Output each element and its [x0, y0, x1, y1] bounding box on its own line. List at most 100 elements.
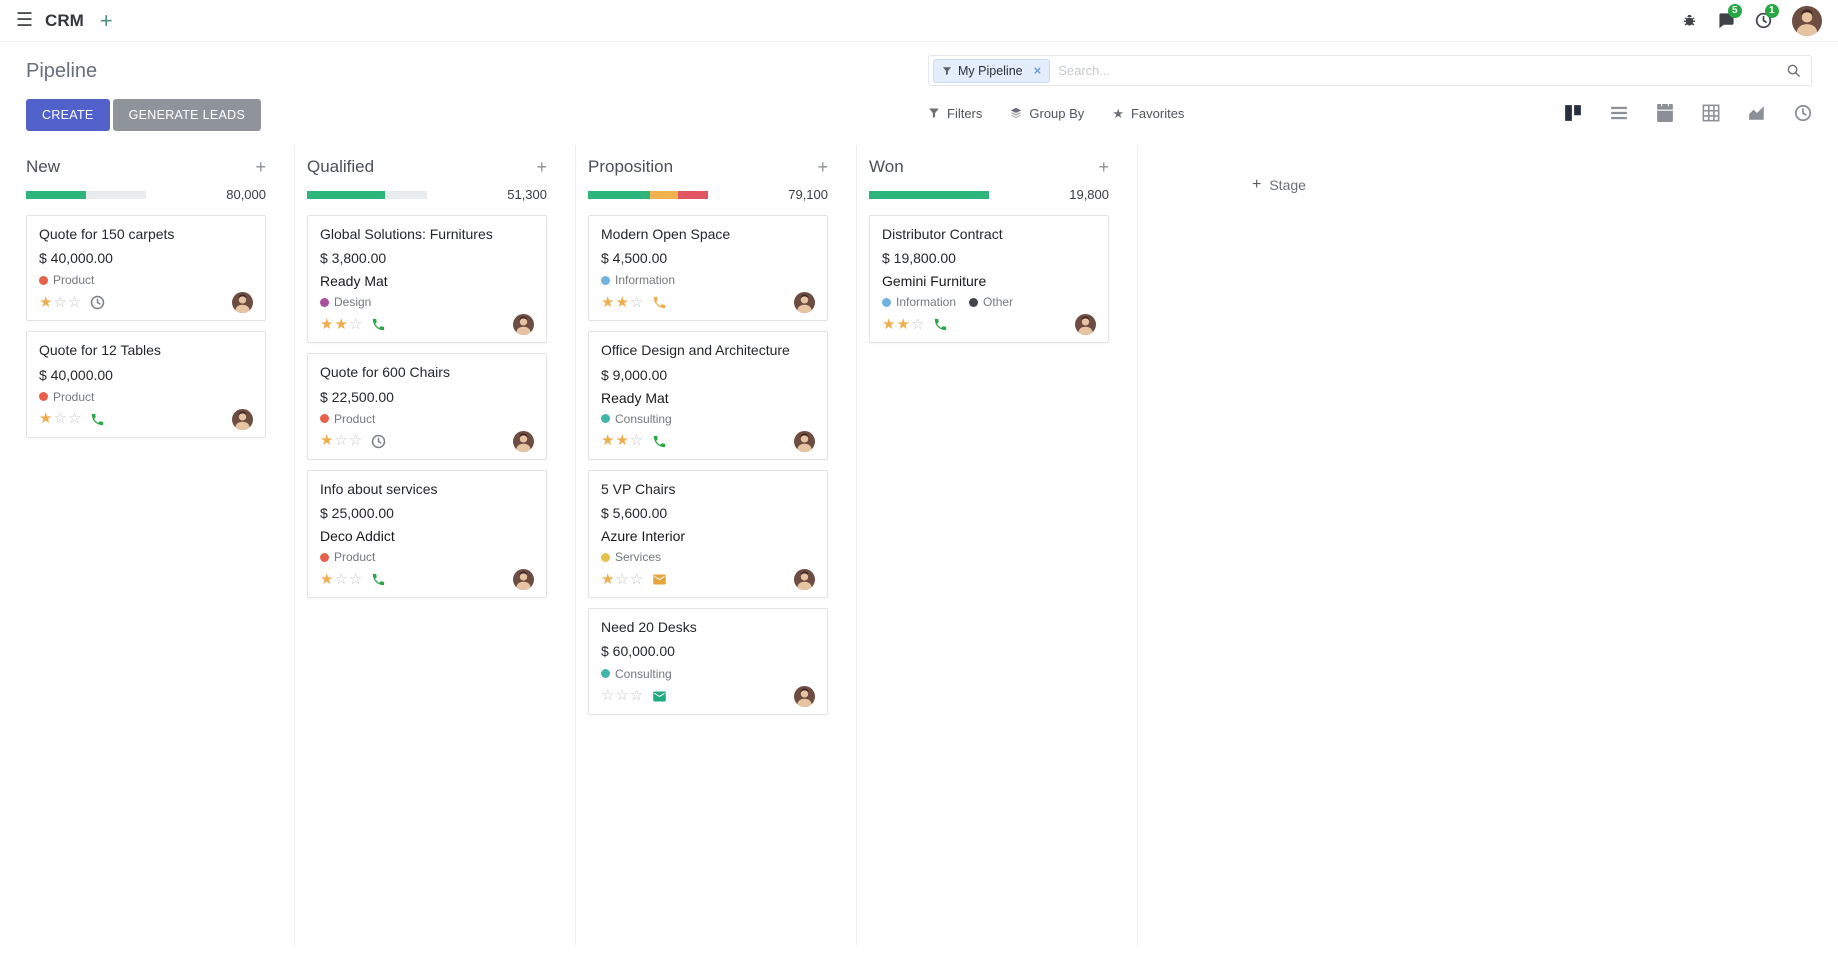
- lead-revenue: $ 22,500.00: [320, 388, 394, 405]
- search-bar[interactable]: My Pipeline ×: [928, 55, 1812, 86]
- graph-view-icon[interactable]: [1748, 104, 1766, 122]
- quick-add-icon[interactable]: +: [817, 157, 828, 177]
- priority-stars[interactable]: ☆☆☆: [601, 687, 645, 704]
- favorites-menu[interactable]: ★ Favorites: [1112, 106, 1184, 121]
- priority-stars[interactable]: ★★☆: [601, 293, 645, 311]
- action-buttons: CREATE GENERATE LEADS: [26, 99, 928, 131]
- salesperson-avatar[interactable]: [794, 569, 815, 590]
- lead-title: Modern Open Space: [601, 226, 731, 242]
- partner-name: Gemini Furniture: [882, 273, 987, 290]
- generate-leads-button[interactable]: GENERATE LEADS: [112, 99, 262, 131]
- filter-icon: [942, 66, 952, 76]
- tag: Product: [320, 412, 375, 426]
- salesperson-avatar[interactable]: [232, 409, 253, 430]
- group-by-menu[interactable]: Group By: [1010, 106, 1084, 121]
- messages-icon[interactable]: 5: [1718, 4, 1742, 29]
- quick-add-icon[interactable]: +: [536, 157, 547, 177]
- kanban-card[interactable]: Modern Open Space $ 4,500.00 Information…: [588, 215, 828, 322]
- calendar-view-icon[interactable]: [1656, 104, 1674, 122]
- quick-add-icon[interactable]: +: [1098, 157, 1109, 177]
- app-name[interactable]: CRM: [45, 10, 84, 30]
- kanban-card[interactable]: Quote for 12 Tables $ 40,000.00 Product …: [26, 331, 266, 438]
- search-icon[interactable]: [1786, 63, 1801, 78]
- phone-icon[interactable]: [652, 434, 667, 449]
- systray: 5 1: [1681, 4, 1822, 36]
- phone-icon[interactable]: [371, 317, 386, 332]
- lead-revenue: $ 3,800.00: [320, 250, 387, 267]
- kanban-card[interactable]: Need 20 Desks $ 60,000.00 Consulting ☆☆☆: [588, 608, 828, 715]
- group-by-label: Group By: [1029, 105, 1085, 121]
- salesperson-avatar[interactable]: [232, 292, 253, 313]
- phone-icon[interactable]: [90, 412, 105, 427]
- tag: Information: [601, 273, 675, 287]
- tag: Consulting: [601, 667, 672, 681]
- column-progressbar[interactable]: [307, 190, 427, 199]
- activities-clock-icon[interactable]: 1: [1755, 4, 1779, 29]
- salesperson-avatar[interactable]: [794, 431, 815, 452]
- facet-remove-icon[interactable]: ×: [1033, 63, 1042, 78]
- lead-title: Quote for 12 Tables: [39, 342, 161, 359]
- tag-label: Consulting: [615, 666, 672, 681]
- column-progressbar[interactable]: [869, 190, 989, 199]
- kanban-card[interactable]: Distributor Contract $ 19,800.00 Gemini …: [869, 215, 1109, 344]
- tag-color-dot: [882, 297, 891, 307]
- tag: Information: [882, 295, 956, 309]
- activity-view-icon[interactable]: [1794, 104, 1812, 122]
- tag-color-dot: [601, 414, 610, 424]
- partner-name: Azure Interior: [601, 528, 686, 545]
- page-title: Pipeline: [26, 60, 98, 82]
- priority-stars[interactable]: ★★☆: [882, 315, 926, 333]
- pivot-view-icon[interactable]: [1702, 104, 1720, 122]
- lead-revenue: $ 4,500.00: [601, 250, 668, 267]
- priority-stars[interactable]: ★★☆: [601, 432, 645, 450]
- clock-icon[interactable]: [371, 434, 386, 449]
- column-total: 19,800: [1069, 187, 1109, 202]
- quick-add-icon[interactable]: +: [255, 157, 266, 177]
- salesperson-avatar[interactable]: [794, 686, 815, 707]
- add-icon[interactable]: +: [99, 7, 113, 33]
- priority-stars[interactable]: ★☆☆: [39, 293, 83, 311]
- priority-stars[interactable]: ★☆☆: [320, 570, 364, 588]
- add-stage-button[interactable]: + Stage: [1252, 175, 1306, 195]
- envelope-icon[interactable]: [652, 689, 667, 704]
- salesperson-avatar[interactable]: [513, 431, 534, 452]
- salesperson-avatar[interactable]: [513, 569, 534, 590]
- kanban-card[interactable]: Office Design and Architecture $ 9,000.0…: [588, 331, 828, 460]
- kanban-view-icon[interactable]: [1564, 104, 1582, 122]
- priority-stars[interactable]: ★☆☆: [601, 570, 645, 588]
- kanban-card[interactable]: 5 VP Chairs $ 5,600.00 Azure Interior Se…: [588, 469, 828, 599]
- kanban-card[interactable]: Quote for 600 Chairs $ 22,500.00 Product…: [307, 353, 547, 460]
- lead-revenue: $ 5,600.00: [601, 504, 668, 521]
- user-avatar[interactable]: [1792, 6, 1822, 36]
- clock-icon[interactable]: [90, 295, 105, 310]
- kanban-card[interactable]: Global Solutions: Furnitures $ 3,800.00 …: [307, 215, 547, 344]
- salesperson-avatar[interactable]: [794, 292, 815, 313]
- column-progressbar[interactable]: [26, 190, 146, 199]
- tag-color-dot: [969, 297, 979, 307]
- phone-icon[interactable]: [933, 317, 948, 332]
- partner-name: Ready Mat: [320, 273, 388, 290]
- column-title: New: [26, 157, 61, 176]
- envelope-icon[interactable]: [652, 572, 667, 587]
- phone-icon[interactable]: [652, 295, 667, 310]
- salesperson-avatar[interactable]: [1075, 314, 1096, 335]
- create-button[interactable]: CREATE: [26, 99, 110, 131]
- lead-revenue: $ 60,000.00: [601, 643, 675, 660]
- kanban-column-won: Won + 19,800 Distributor Contract $ 19,8…: [857, 145, 1138, 945]
- list-view-icon[interactable]: [1610, 104, 1628, 122]
- salesperson-avatar[interactable]: [513, 314, 534, 335]
- search-options-row: Filters Group By ★ Favorites: [928, 104, 1812, 122]
- bug-icon[interactable]: [1681, 12, 1698, 29]
- apps-menu-icon[interactable]: ☰: [16, 10, 34, 31]
- search-input[interactable]: [1050, 63, 1786, 78]
- tag-label: Product: [334, 550, 376, 565]
- kanban-card[interactable]: Info about services $ 25,000.00 Deco Add…: [307, 469, 547, 599]
- kanban-card[interactable]: Quote for 150 carpets $ 40,000.00 Produc…: [26, 215, 266, 322]
- phone-icon[interactable]: [371, 572, 386, 587]
- tag-color-dot: [601, 669, 610, 678]
- priority-stars[interactable]: ★☆☆: [320, 432, 364, 450]
- priority-stars[interactable]: ★★☆: [320, 315, 364, 333]
- filters-menu[interactable]: Filters: [928, 106, 982, 121]
- priority-stars[interactable]: ★☆☆: [39, 410, 83, 428]
- column-progressbar[interactable]: [588, 190, 708, 199]
